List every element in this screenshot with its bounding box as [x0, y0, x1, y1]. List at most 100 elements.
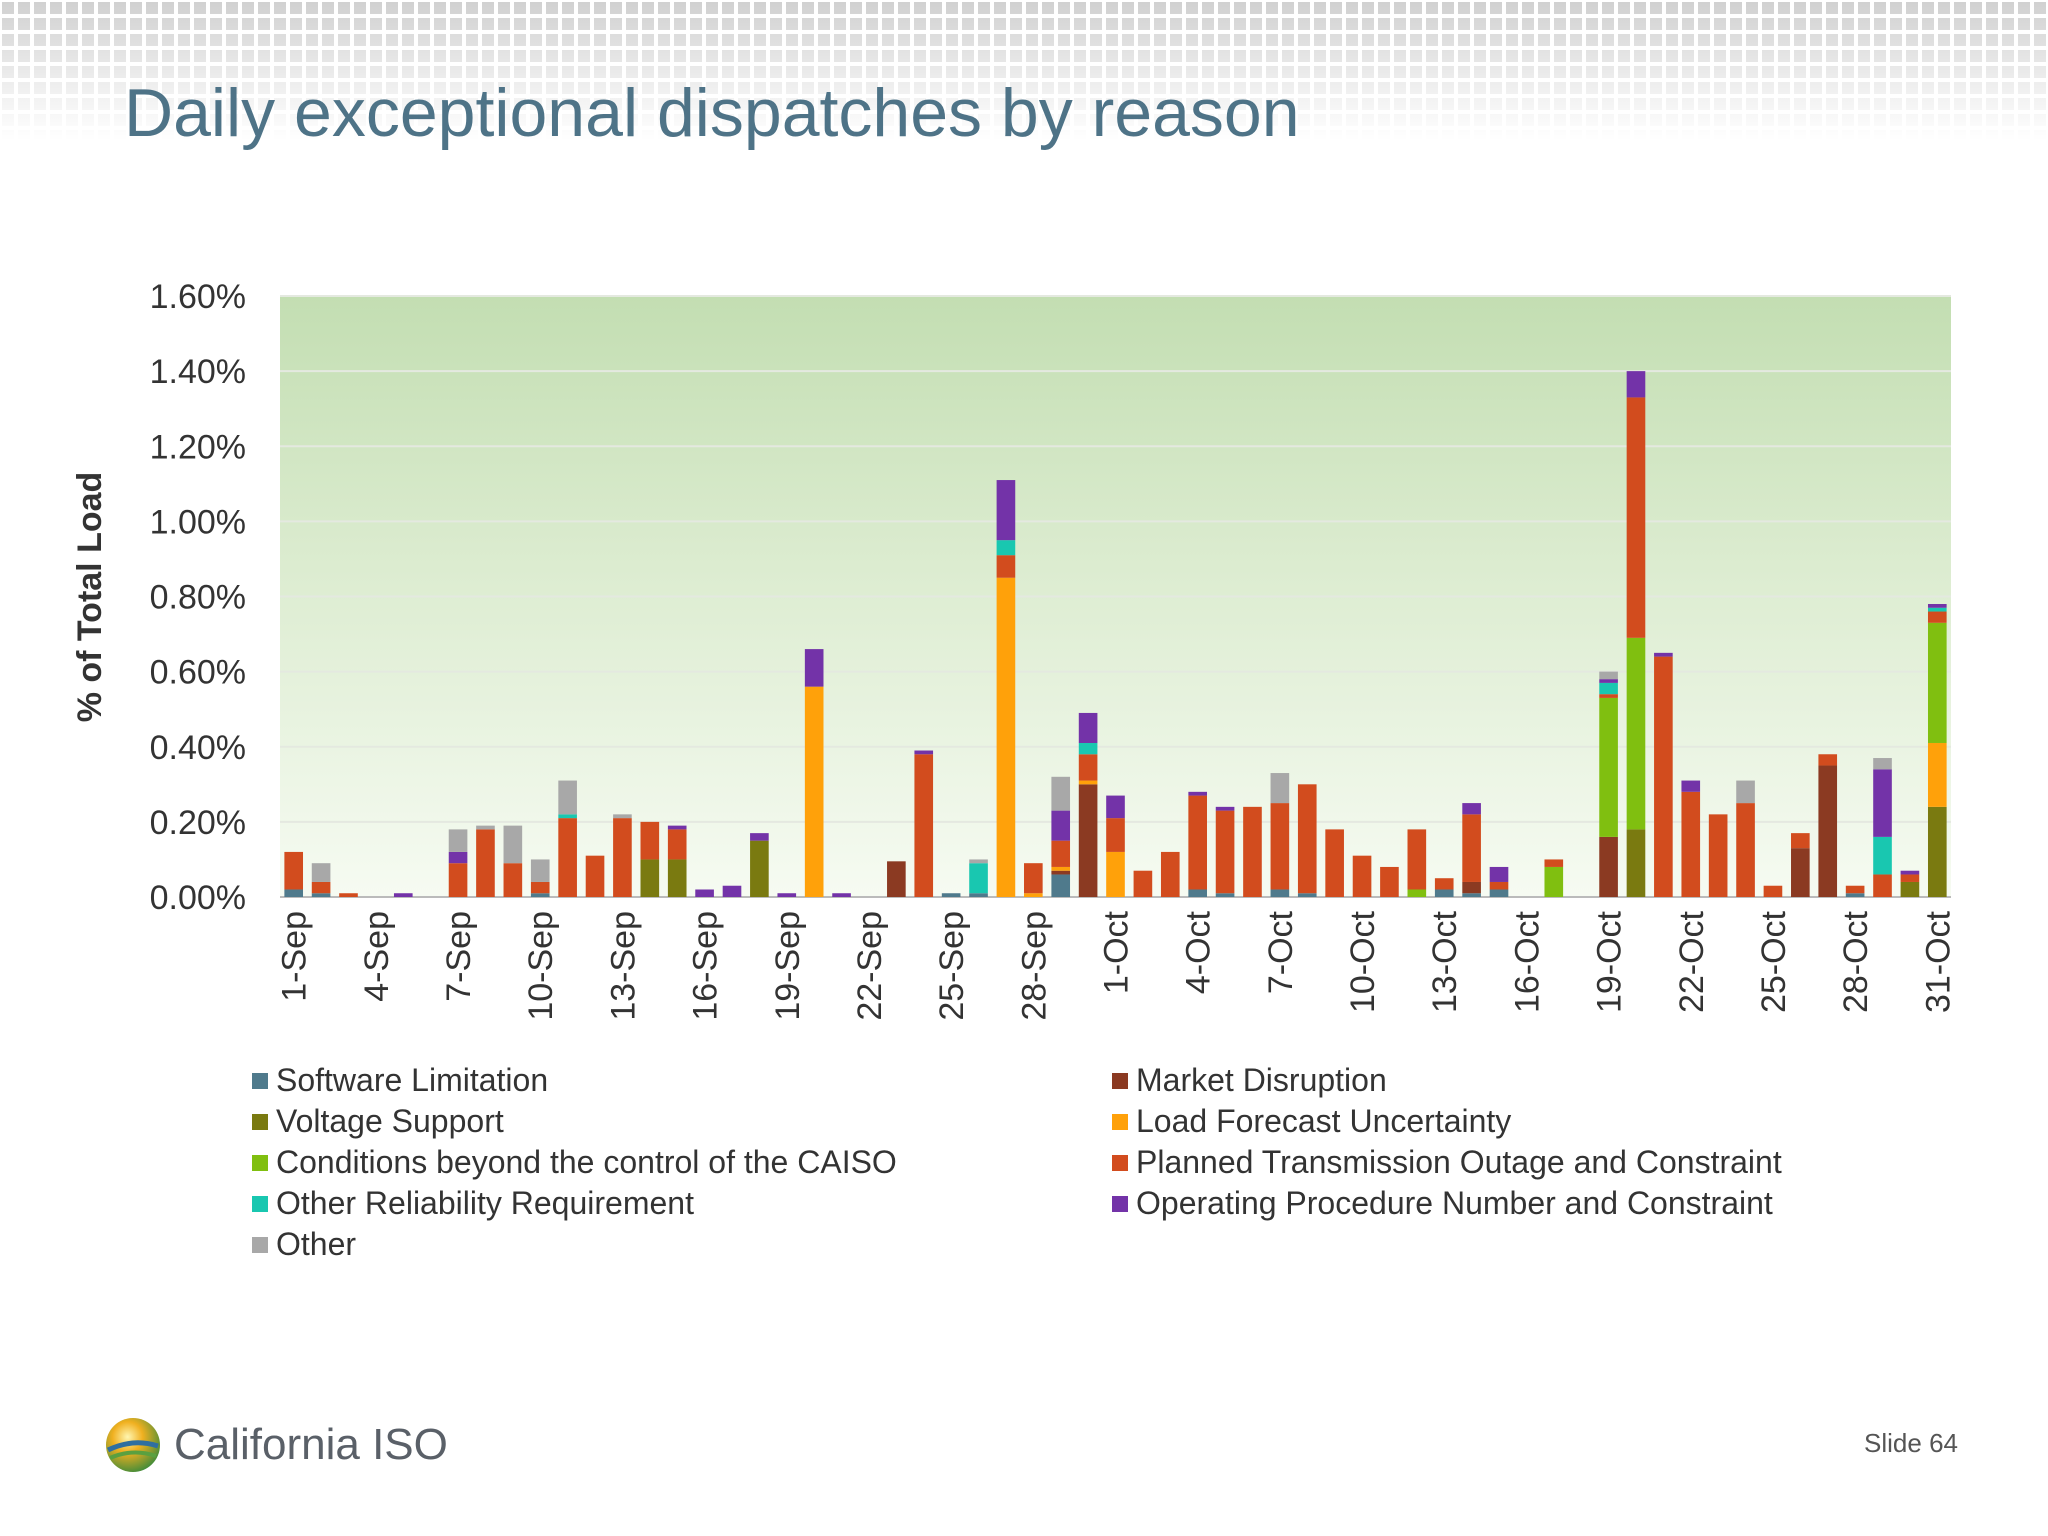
x-tick-label: 22-Sep: [851, 911, 889, 1021]
x-tick-label: 7-Oct: [1262, 910, 1300, 994]
bar-segment: [1407, 889, 1427, 897]
bar-segment: [1900, 874, 1920, 882]
legend-label: Load Forecast Uncertainty: [1136, 1103, 1512, 1139]
bar-segment: [1763, 885, 1783, 897]
bar-segment: [1434, 878, 1454, 890]
legend-item: Voltage Support: [252, 1103, 1112, 1140]
bar-segment: [996, 555, 1016, 578]
legend-swatch: [252, 1154, 268, 1171]
legend-swatch: [1112, 1072, 1128, 1089]
bar-segment: [1106, 795, 1125, 819]
x-tick-label: 4-Sep: [358, 911, 396, 1002]
bar-segment: [613, 818, 632, 897]
bar-segment: [1927, 622, 1947, 743]
bar-segment: [640, 859, 660, 897]
bar-segment: [1051, 866, 1071, 871]
bar-segment: [1078, 754, 1098, 781]
legend-swatch: [1112, 1113, 1128, 1130]
legend-item: Market Disruption: [1112, 1062, 1912, 1099]
legend-item: Other Reliability Requirement: [252, 1185, 1112, 1222]
bar-segment: [1900, 870, 1920, 875]
bar-segment: [1024, 893, 1043, 897]
bar-segment: [832, 893, 851, 897]
bar-segment: [284, 889, 304, 897]
bar-segment: [503, 825, 523, 864]
bar-segment: [1188, 791, 1207, 796]
bar-segment: [1078, 712, 1098, 743]
bar-segment: [969, 863, 988, 894]
bar-segment: [1051, 776, 1071, 811]
bar-segment: [1188, 889, 1207, 897]
slide-title: Daily exceptional dispatches by reason: [124, 75, 1300, 151]
bar-segment: [1024, 863, 1043, 894]
bar-segment: [503, 863, 523, 897]
bar-segment: [1133, 870, 1153, 897]
bar-segment: [530, 893, 550, 897]
legend-label: Market Disruption: [1136, 1062, 1387, 1098]
bar-segment: [393, 893, 413, 897]
bar-segment: [695, 889, 714, 897]
bar-segment: [1544, 866, 1564, 897]
california-iso-logo: California ISO: [104, 1416, 448, 1474]
legend-spacer: [1112, 1226, 1912, 1263]
bar-segment: [1845, 885, 1865, 894]
bar-segment: [1791, 848, 1810, 897]
bar-segment: [1380, 866, 1399, 897]
legend-label: Other Reliability Requirement: [276, 1185, 694, 1221]
bar-segment: [558, 818, 577, 897]
legend-item: Conditions beyond the control of the CAI…: [252, 1144, 1112, 1181]
bar-segment: [1599, 697, 1618, 837]
bar-segment: [1927, 806, 1947, 897]
bar-segment: [969, 893, 988, 897]
header-pattern: [0, 0, 2048, 140]
bar-segment: [1243, 806, 1262, 897]
y-tick-label: 0.60%: [150, 654, 246, 692]
bar-segment: [887, 861, 906, 897]
bar-segment: [722, 885, 742, 897]
bar-segment: [1927, 607, 1947, 612]
x-tick-label: 28-Sep: [1015, 911, 1053, 1021]
bar-segment: [1078, 784, 1098, 897]
bar-segment: [339, 893, 358, 897]
bar-segment: [530, 881, 550, 894]
bar-segment: [476, 825, 495, 830]
bar-segment: [1051, 870, 1071, 875]
bars: [284, 371, 1947, 897]
x-tick-label: 10-Sep: [522, 911, 560, 1021]
x-tick-label: 13-Oct: [1426, 910, 1464, 1013]
bar-segment: [1106, 818, 1125, 852]
bar-segment: [1215, 806, 1235, 811]
legend-swatch: [252, 1236, 268, 1253]
bar-segment: [750, 833, 769, 841]
bar-segment: [448, 863, 468, 897]
legend-item: Load Forecast Uncertainty: [1112, 1103, 1912, 1140]
bar-segment: [996, 480, 1016, 541]
bar-segment: [1160, 851, 1180, 897]
bar-segment: [1599, 694, 1618, 698]
bar-segment: [284, 851, 304, 890]
bar-segment: [1845, 893, 1865, 897]
bar-segment: [1873, 874, 1892, 897]
bar-segment: [996, 577, 1016, 897]
x-tick-label: 28-Oct: [1837, 910, 1875, 1013]
bar-segment: [1736, 780, 1755, 804]
bar-segment: [1626, 637, 1646, 830]
y-tick-label: 1.40%: [150, 353, 246, 391]
legend-swatch: [252, 1072, 268, 1089]
bar-segment: [1818, 765, 1838, 897]
bar-segment: [1654, 656, 1673, 897]
chart: 0.00% 0.20% 0.40% 0.60% 0.80% 1.00% 1.20% 1.40%…: [71, 278, 1957, 1021]
bar-segment: [1681, 791, 1701, 897]
legend-item: Planned Transmission Outage and Constrai…: [1112, 1144, 1912, 1181]
bar-segment: [1078, 780, 1098, 785]
bar-segment: [941, 893, 961, 897]
bar-segment: [1297, 893, 1317, 897]
x-tick-label: 16-Sep: [687, 911, 725, 1021]
bar-segment: [1489, 889, 1509, 897]
slide-number: Slide 64: [1864, 1428, 1958, 1458]
bar-segment: [1270, 889, 1290, 897]
legend-swatch: [1112, 1195, 1128, 1212]
y-tick-label: 1.20%: [150, 428, 246, 466]
bar-segment: [1434, 889, 1454, 897]
legend-label: Operating Procedure Number and Constrain…: [1136, 1185, 1773, 1221]
